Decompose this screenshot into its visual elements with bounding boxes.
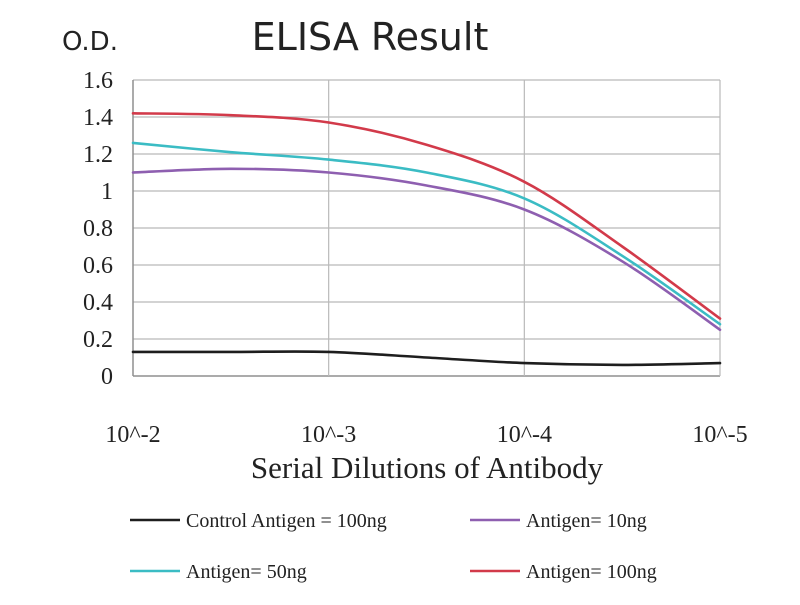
y-tick-label: 1 [101, 179, 113, 205]
x-tick-label: 10^-3 [301, 422, 356, 448]
y-axis-label: O.D. [62, 27, 118, 57]
x-tick-label: 10^-2 [105, 422, 160, 448]
label-layer: ELISA Result O.D. Serial Dilutions of An… [62, 15, 604, 485]
legend-label-3: Antigen= 100ng [526, 561, 657, 583]
legend: Control Antigen = 100ng Antigen= 10ng Anti… [130, 510, 657, 583]
y-tick-label: 0.6 [83, 253, 113, 279]
y-tick-label: 0 [101, 364, 113, 390]
series-line-1 [131, 167, 722, 332]
y-tick-label: 1.6 [83, 68, 113, 94]
series-line-2 [131, 141, 722, 326]
x-tick-label: 10^-4 [497, 422, 552, 448]
x-tick-label: 10^-5 [692, 422, 747, 448]
y-tick-label: 0.8 [83, 216, 113, 242]
legend-label-1: Antigen= 10ng [526, 510, 647, 532]
chart-title: ELISA Result [252, 15, 489, 59]
x-axis-label: Serial Dilutions of Antibody [251, 450, 604, 485]
grid-layer: 0 0.2 0.4 0.6 0.8 1 1.2 1.4 1.6 10^-2 10^-3 10^-4 10… [83, 68, 748, 448]
legend-label-2: Antigen= 50ng [186, 561, 307, 583]
y-tick-label: 1.4 [83, 105, 113, 131]
series-layer [131, 112, 722, 367]
series-line-3 [131, 112, 722, 320]
y-tick-label: 1.2 [83, 142, 113, 168]
series-line-0 [131, 350, 722, 367]
y-tick-label: 0.4 [83, 290, 113, 316]
y-tick-label: 0.2 [83, 327, 113, 353]
legend-label-0: Control Antigen = 100ng [186, 510, 387, 532]
